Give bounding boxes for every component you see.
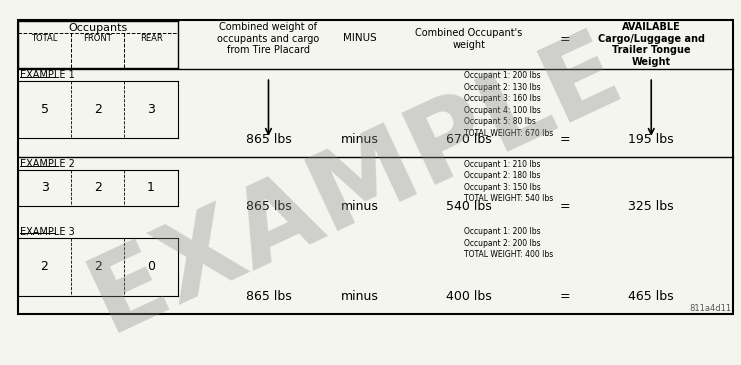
Text: EXAMPLE 2: EXAMPLE 2 [20, 159, 75, 169]
Text: =: = [560, 200, 571, 213]
Text: =: = [560, 291, 571, 303]
Text: 465 lbs: 465 lbs [628, 291, 674, 303]
Text: 865 lbs: 865 lbs [245, 132, 291, 146]
Text: Occupants: Occupants [68, 23, 127, 33]
Text: EXAMPLE 3: EXAMPLE 3 [20, 227, 75, 237]
Text: 400 lbs: 400 lbs [446, 291, 491, 303]
Text: 865 lbs: 865 lbs [245, 291, 291, 303]
Text: 1: 1 [147, 181, 155, 194]
Text: Combined Occupant's
weight: Combined Occupant's weight [415, 28, 522, 50]
Text: minus: minus [342, 291, 379, 303]
Text: 2: 2 [41, 260, 48, 273]
Text: 670 lbs: 670 lbs [446, 132, 491, 146]
Text: Occupant 1: 210 lbs
Occupant 2: 180 lbs
Occupant 3: 150 lbs
TOTAL WEIGHT: 540 lb: Occupant 1: 210 lbs Occupant 2: 180 lbs … [464, 160, 553, 203]
Text: MINUS: MINUS [343, 33, 377, 43]
Text: 3: 3 [41, 181, 48, 194]
Text: =: = [560, 33, 571, 46]
Text: 540 lbs: 540 lbs [446, 200, 491, 213]
Text: 3: 3 [147, 103, 155, 116]
Text: EXAMPLE: EXAMPLE [74, 15, 637, 353]
Text: Occupant 1: 200 lbs
Occupant 2: 130 lbs
Occupant 3: 160 lbs
Occupant 4: 100 lbs
: Occupant 1: 200 lbs Occupant 2: 130 lbs … [464, 71, 553, 138]
Text: FRONT: FRONT [84, 34, 112, 43]
Text: minus: minus [342, 200, 379, 213]
Text: TOTAL: TOTAL [31, 34, 58, 43]
Text: AVAILABLE
Cargo/Luggage and
Trailer Tongue
Weight: AVAILABLE Cargo/Luggage and Trailer Tong… [598, 22, 705, 67]
Text: 195 lbs: 195 lbs [628, 132, 674, 146]
Text: REAR: REAR [140, 34, 162, 43]
Text: 2: 2 [94, 181, 102, 194]
Text: 5: 5 [41, 103, 49, 116]
FancyBboxPatch shape [18, 20, 733, 314]
Text: 2: 2 [94, 260, 102, 273]
Text: 2: 2 [94, 103, 102, 116]
Text: minus: minus [342, 132, 379, 146]
Text: 811a4d11: 811a4d11 [689, 304, 731, 313]
Text: 325 lbs: 325 lbs [628, 200, 674, 213]
Text: =: = [560, 132, 571, 146]
Text: Combined weight of
occupants and cargo
from Tire Placard: Combined weight of occupants and cargo f… [217, 22, 319, 55]
Text: Occupant 1: 200 lbs
Occupant 2: 200 lbs
TOTAL WEIGHT: 400 lbs: Occupant 1: 200 lbs Occupant 2: 200 lbs … [464, 227, 553, 260]
Text: 865 lbs: 865 lbs [245, 200, 291, 213]
Text: 0: 0 [147, 260, 155, 273]
Text: EXAMPLE 1: EXAMPLE 1 [20, 70, 75, 80]
